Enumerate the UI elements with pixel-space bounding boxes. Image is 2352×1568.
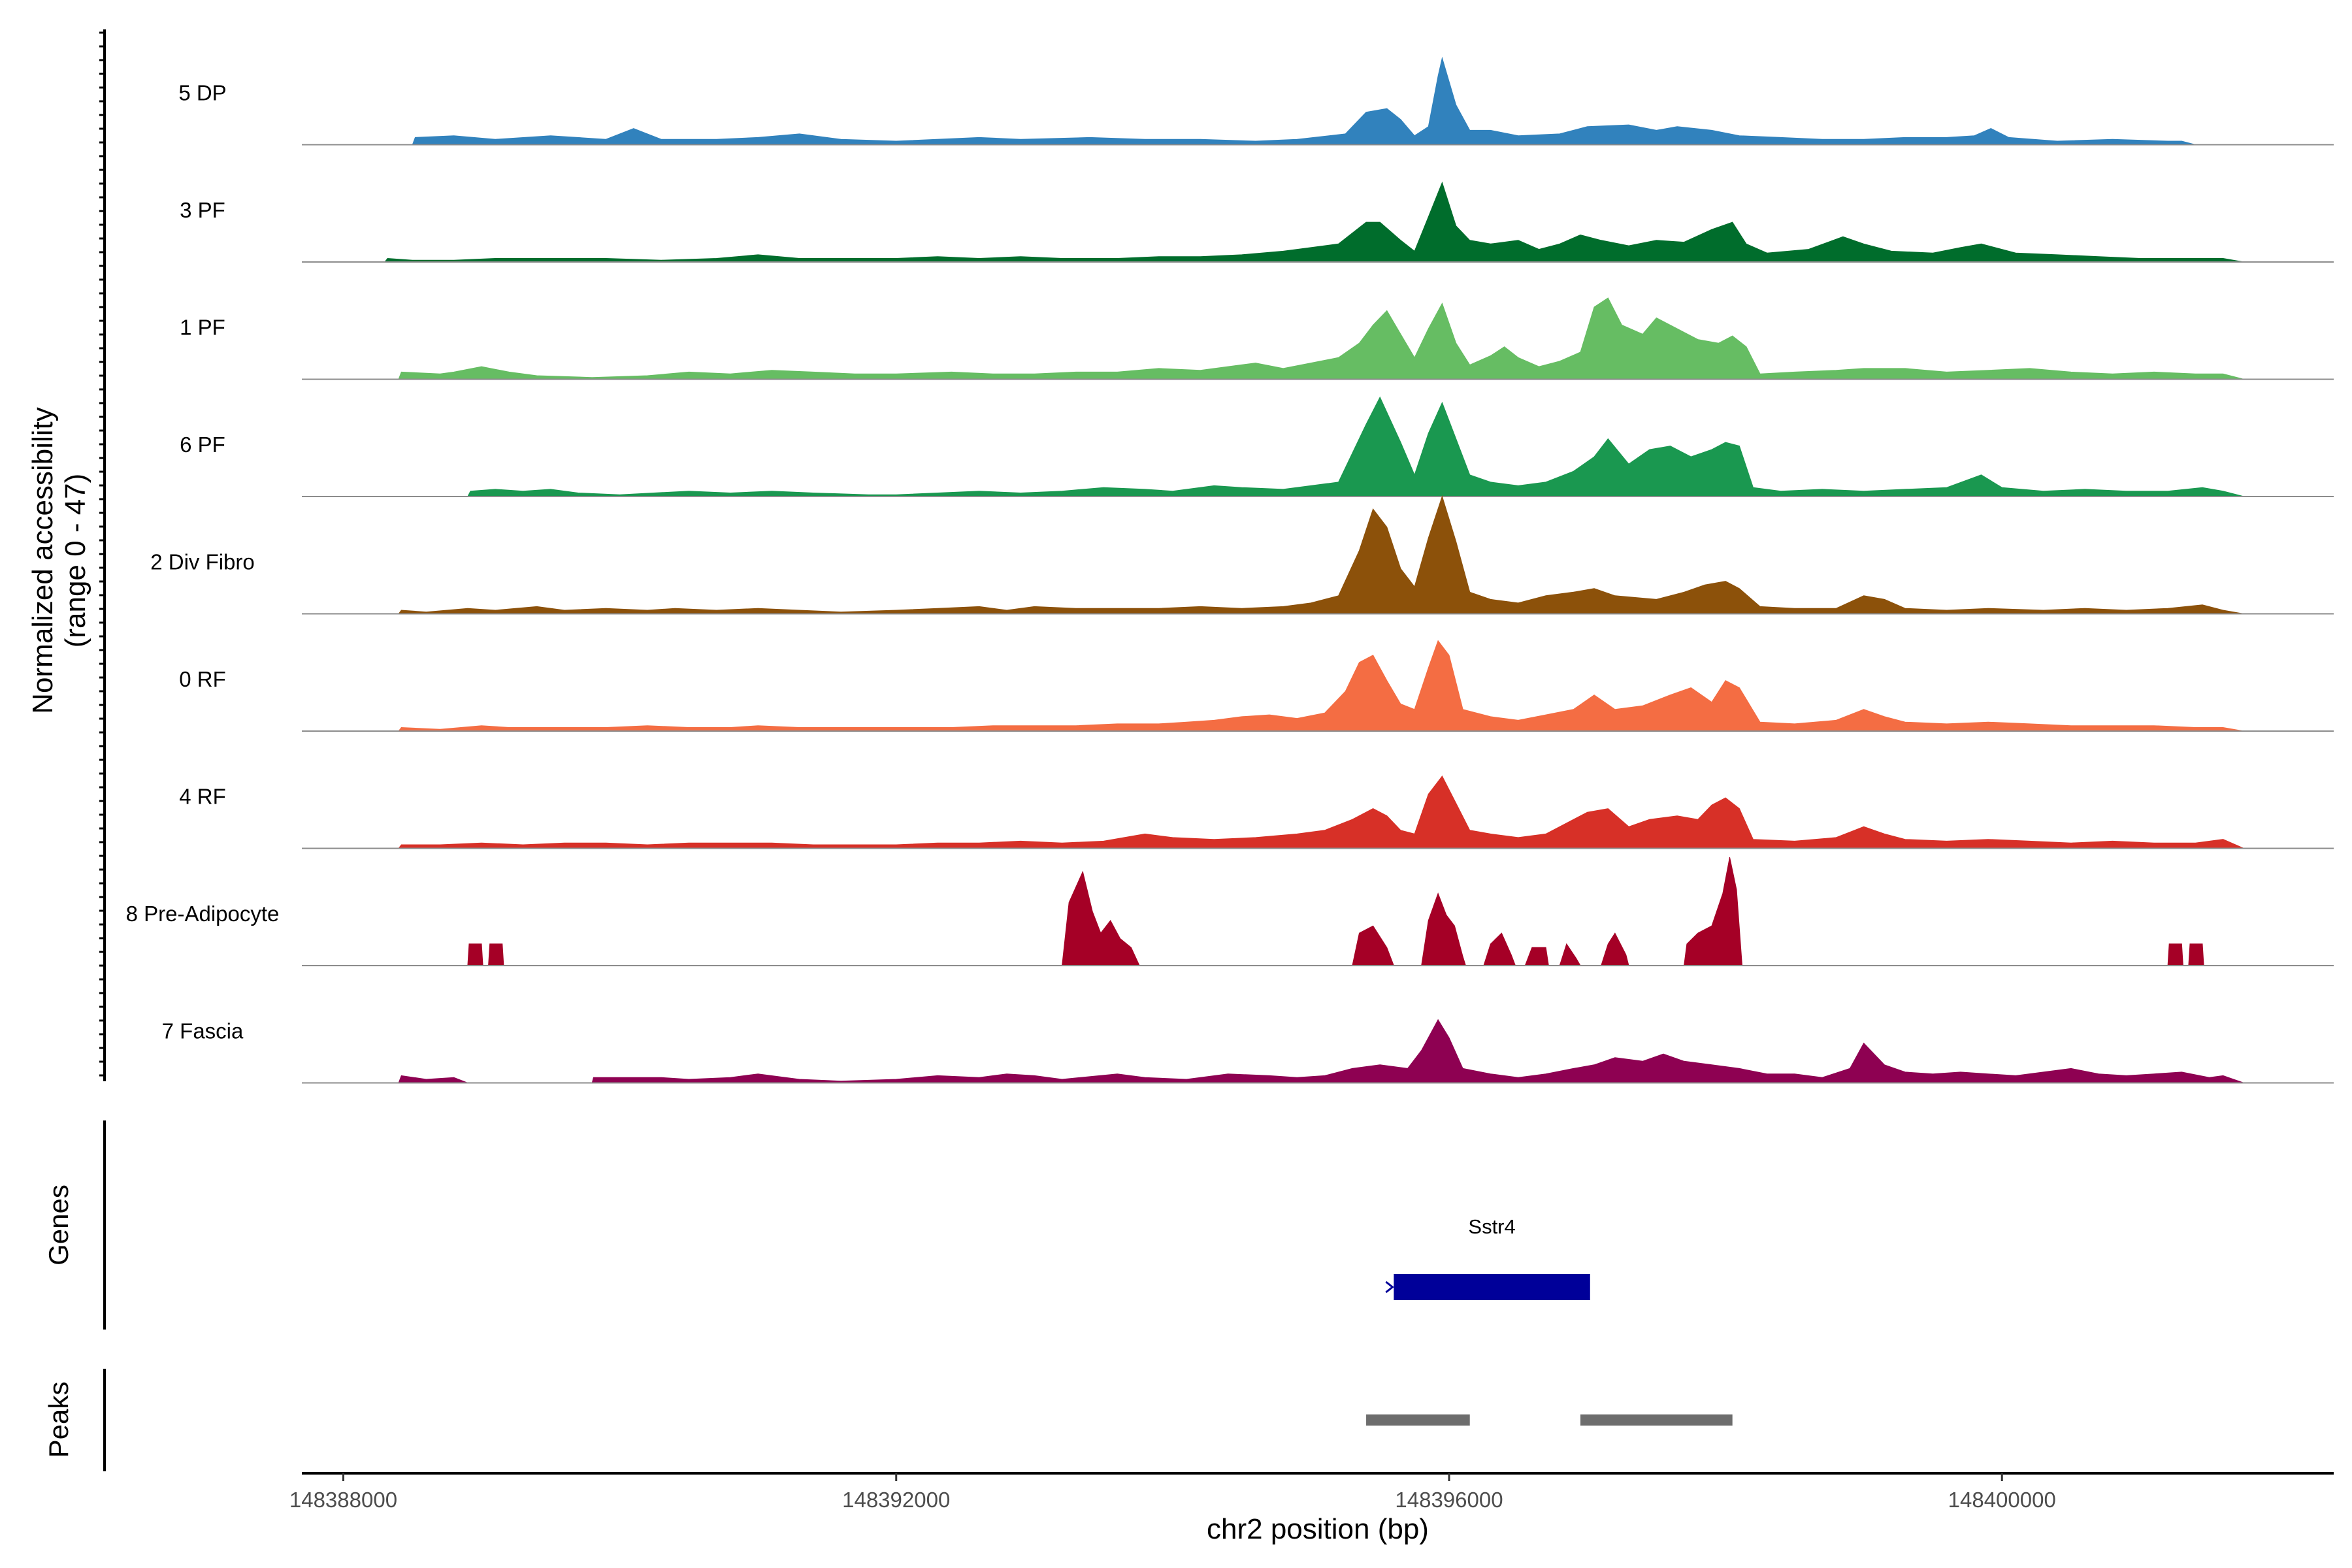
x-axis-title: chr2 position (bp) xyxy=(1207,1513,1429,1545)
track-area-3 xyxy=(398,297,2244,380)
gene-body-sstr4 xyxy=(1394,1274,1590,1300)
gene-strand-arrow xyxy=(1385,1281,1394,1294)
track-3: 1 PF xyxy=(180,297,2334,380)
y-axis-title: Normalized accessibility xyxy=(27,407,59,713)
track-label-4: 6 PF xyxy=(180,433,225,457)
track-area-8 xyxy=(467,857,2204,966)
track-1: 5 DP xyxy=(178,56,2334,146)
y-axis-range: (range 0 - 47) xyxy=(59,474,91,648)
x-tick-label-2: 148392000 xyxy=(842,1488,950,1512)
track-area-2 xyxy=(384,181,2244,263)
x-tick-label-1: 148388000 xyxy=(289,1488,397,1512)
x-axis-ticks: 148388000 148392000 148396000 148400000 xyxy=(289,1473,2056,1512)
track-label-8: 8 Pre-Adipocyte xyxy=(126,902,280,926)
peaks-panel-title: Peaks xyxy=(43,1382,74,1458)
track-area-5 xyxy=(398,495,2244,614)
track-label-7: 4 RF xyxy=(179,785,226,809)
peaks-panel xyxy=(1366,1414,1733,1426)
peak-bar-1 xyxy=(1366,1414,1470,1426)
track-2: 3 PF xyxy=(180,181,2334,263)
coverage-y-ticks xyxy=(99,31,105,1077)
track-9: 7 Fascia xyxy=(162,1019,2334,1084)
gene-label-sstr4: Sstr4 xyxy=(1468,1215,1515,1238)
track-label-5: 2 Div Fibro xyxy=(150,550,255,574)
track-5: 2 Div Fibro xyxy=(150,495,2334,615)
genes-panel: Sstr4 xyxy=(1385,1215,1590,1300)
x-tick-label-4: 148400000 xyxy=(1948,1488,2056,1512)
track-label-6: 0 RF xyxy=(179,667,226,691)
track-label-2: 3 PF xyxy=(180,198,225,222)
track-label-3: 1 PF xyxy=(180,316,225,340)
track-area-7 xyxy=(398,775,2244,849)
track-area-4 xyxy=(467,396,2244,497)
track-7: 4 RF xyxy=(179,775,2334,849)
track-6: 0 RF xyxy=(179,640,2334,732)
track-8: 8 Pre-Adipocyte xyxy=(126,857,2334,966)
coverage-tracks: 5 DP 3 PF 1 PF 6 PF 2 Div Fibro 0 RF 4 RF 8 Pre… xyxy=(126,56,2334,1084)
track-4: 6 PF xyxy=(180,396,2334,497)
x-tick-label-3: 148396000 xyxy=(1395,1488,1503,1512)
track-label-9: 7 Fascia xyxy=(162,1019,244,1043)
peak-bar-2 xyxy=(1580,1414,1733,1426)
genes-panel-title: Genes xyxy=(43,1184,74,1266)
track-area-6 xyxy=(398,640,2244,732)
track-area-9 xyxy=(398,1019,2244,1083)
track-area-1 xyxy=(412,56,2196,145)
track-label-1: 5 DP xyxy=(178,81,226,105)
